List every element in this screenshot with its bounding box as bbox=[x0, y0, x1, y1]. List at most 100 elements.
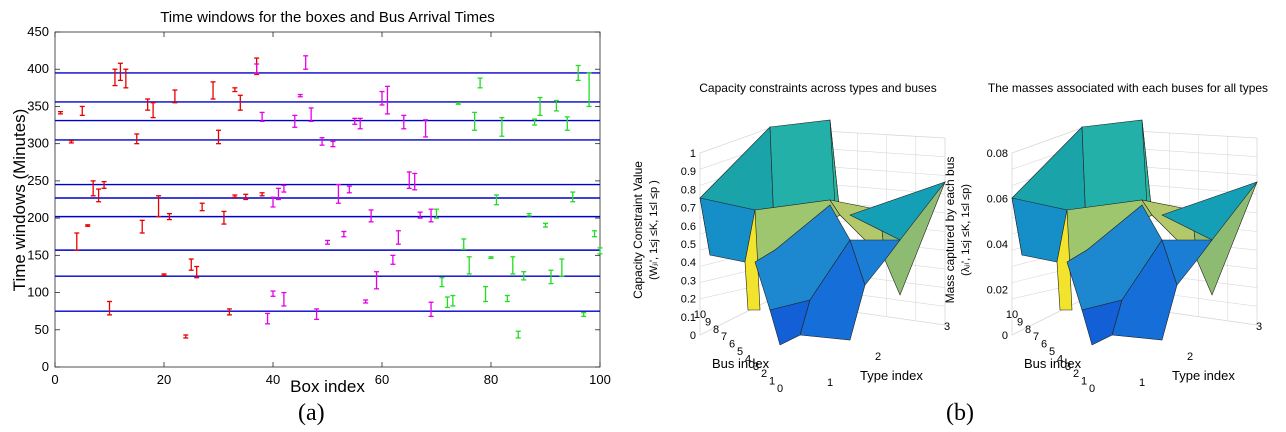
time-window-bar bbox=[85, 224, 91, 227]
time-window-bar bbox=[357, 117, 363, 130]
bus-tick-label: 4 bbox=[1057, 353, 1063, 365]
bus-axis-label: Bus index bbox=[712, 356, 770, 371]
time-window-bar bbox=[472, 111, 478, 131]
time-window-bar bbox=[504, 294, 510, 303]
z-axis-label-sub: (λⱼₗ', 1≤j ≤K, 1≤l ≤p) bbox=[960, 184, 972, 276]
time-window-bar bbox=[281, 184, 287, 193]
time-window-bar bbox=[150, 102, 156, 119]
y-tick-label: 200 bbox=[27, 210, 49, 225]
x-tick-label: 80 bbox=[484, 372, 498, 387]
time-window-bar bbox=[564, 116, 570, 131]
time-window-bar bbox=[450, 294, 456, 307]
time-window-bar bbox=[515, 330, 521, 339]
time-window-bar bbox=[96, 188, 102, 203]
bus-tick-label: 9 bbox=[705, 316, 711, 328]
bus-tick-label: 7 bbox=[721, 331, 727, 343]
surface-plot-1 bbox=[699, 119, 946, 346]
z-tick-label: 0.08 bbox=[987, 148, 1008, 160]
bus-tick-label: 9 bbox=[1017, 316, 1023, 328]
bus-axis-label: Bus index bbox=[1024, 356, 1082, 371]
time-window-bar bbox=[161, 273, 167, 277]
time-window-bar bbox=[570, 191, 576, 203]
time-window-bar bbox=[461, 238, 467, 251]
time-window-bar bbox=[428, 208, 434, 223]
time-window-bar bbox=[156, 195, 162, 218]
x-tick-label: 40 bbox=[266, 372, 280, 387]
time-window-bar bbox=[74, 232, 80, 251]
bus-tick-label: 0 bbox=[1089, 383, 1095, 395]
time-window-bar bbox=[330, 140, 336, 148]
time-window-bar bbox=[275, 187, 281, 201]
time-window-bar bbox=[444, 296, 450, 309]
z-tick-label: 0.8 bbox=[681, 184, 696, 196]
time-window-bar bbox=[303, 55, 309, 70]
time-window-bar bbox=[194, 265, 200, 279]
time-window-bar bbox=[172, 89, 178, 104]
z-tick-label: 0.1 bbox=[681, 312, 696, 324]
surface-facet bbox=[769, 299, 811, 346]
y-tick-label: 100 bbox=[27, 285, 49, 300]
bus-tick-label: 3 bbox=[1065, 361, 1071, 373]
z-tick-label: 1 bbox=[690, 148, 696, 160]
type-tick-label: 1 bbox=[827, 377, 833, 389]
time-window-bar bbox=[423, 119, 429, 138]
x-tick-label: 100 bbox=[589, 372, 611, 387]
time-window-bar bbox=[292, 114, 298, 128]
y-tick-label: 250 bbox=[27, 173, 49, 188]
time-window-bar bbox=[428, 301, 434, 318]
bus-tick-label: 8 bbox=[1025, 324, 1031, 336]
time-window-bar bbox=[395, 230, 401, 245]
time-window-bar bbox=[575, 64, 581, 82]
time-window-bar bbox=[379, 90, 385, 106]
time-window-bar bbox=[335, 183, 341, 204]
time-window-bar bbox=[145, 98, 151, 111]
z-tick-label: 0 bbox=[1002, 330, 1008, 342]
bus-tick-label: 0 bbox=[777, 383, 783, 395]
type-axis-label: Type index bbox=[1172, 368, 1235, 383]
y-axis-label: Time windows (Minutes) bbox=[10, 109, 29, 292]
bus-tick-label: 3 bbox=[753, 361, 759, 373]
z-axis-label: Mass captured by each bus bbox=[943, 157, 957, 304]
time-window-bar bbox=[543, 222, 548, 228]
time-window-bar bbox=[68, 140, 74, 144]
time-window-bar bbox=[341, 230, 347, 238]
surface-title: The masses associated with each buses fo… bbox=[988, 81, 1268, 95]
bus-tick-label: 10 bbox=[694, 309, 706, 321]
time-window-bar bbox=[216, 129, 221, 145]
surface-facet bbox=[744, 209, 761, 311]
type-tick-label: 2 bbox=[1187, 351, 1193, 363]
time-window-bar bbox=[510, 256, 516, 275]
y-tick-label: 350 bbox=[27, 98, 49, 113]
time-window-bar bbox=[259, 111, 265, 122]
time-window-bar bbox=[281, 291, 287, 307]
surface-facet bbox=[1081, 299, 1123, 346]
time-window-bar bbox=[57, 111, 63, 115]
time-window-bar bbox=[521, 271, 527, 281]
bus-tick-label: 7 bbox=[1033, 331, 1039, 343]
x-tick-label: 60 bbox=[375, 372, 389, 387]
time-window-bar bbox=[254, 63, 260, 74]
time-window-bar bbox=[79, 105, 85, 117]
time-window-bar bbox=[112, 68, 118, 87]
time-window-bar bbox=[123, 68, 129, 89]
time-window-bar bbox=[434, 208, 439, 219]
bus-tick-label: 1 bbox=[1081, 376, 1087, 388]
z-tick-label: 0.5 bbox=[681, 239, 696, 251]
z-axis-label: Capacity Constraint Value bbox=[631, 161, 645, 299]
time-window-bar bbox=[188, 258, 194, 271]
bus-tick-label: 6 bbox=[1041, 339, 1047, 351]
time-window-bar bbox=[221, 210, 227, 225]
time-window-bar bbox=[493, 194, 499, 206]
time-window-bar bbox=[412, 172, 418, 191]
x-tick-label: 20 bbox=[157, 372, 171, 387]
time-window-bar bbox=[237, 94, 243, 111]
time-window-bar bbox=[477, 77, 483, 89]
bus-tick-label: 4 bbox=[745, 353, 751, 365]
surface-facet bbox=[849, 239, 901, 286]
type-tick-label: 3 bbox=[944, 321, 950, 333]
surface-facet bbox=[1161, 181, 1258, 241]
z-tick-label: 0.6 bbox=[681, 221, 696, 233]
bus-tick-label: 2 bbox=[761, 368, 767, 380]
caption-b: (b) bbox=[946, 400, 974, 426]
surface-plot-2 bbox=[1011, 119, 1258, 346]
